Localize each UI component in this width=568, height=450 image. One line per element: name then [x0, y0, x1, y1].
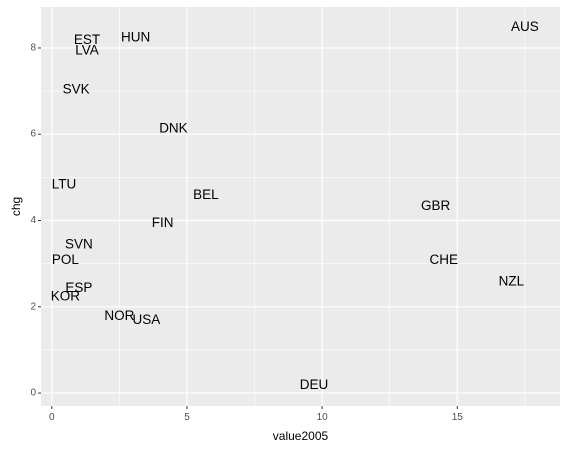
- x-tick-label: 5: [184, 412, 190, 423]
- x-axis-title: value2005: [273, 429, 329, 443]
- point-label-pol: POL: [52, 252, 80, 267]
- point-label-hun: HUN: [121, 30, 150, 45]
- y-tick-label: 0: [30, 388, 36, 399]
- plot-panel: [41, 7, 560, 406]
- point-label-lva: LVA: [75, 43, 99, 58]
- major-gridlines: [41, 7, 560, 406]
- x-tick-label: 15: [452, 412, 464, 423]
- x-tick-label: 10: [317, 412, 329, 423]
- point-label-che: CHE: [430, 252, 459, 267]
- point-label-svn: SVN: [65, 237, 93, 252]
- point-label-nzl: NZL: [499, 273, 525, 288]
- point-label-dnk: DNK: [159, 120, 188, 135]
- point-label-aus: AUS: [511, 19, 539, 34]
- y-axis-title: chg: [9, 197, 23, 216]
- point-label-gbr: GBR: [421, 198, 451, 213]
- x-tick-label: 0: [49, 412, 55, 423]
- point-label-kor: KOR: [51, 289, 81, 304]
- y-tick-label: 6: [30, 129, 36, 140]
- point-label-deu: DEU: [300, 377, 329, 392]
- y-axis: 0 2 4 6 8: [30, 42, 41, 399]
- minor-gridlines: [41, 7, 560, 406]
- point-label-esp: ESP: [65, 280, 92, 295]
- point-label-fin: FIN: [152, 215, 174, 230]
- y-tick-label: 2: [30, 301, 36, 312]
- point-label-ltu: LTU: [52, 176, 77, 191]
- point-label-usa: USA: [133, 312, 161, 327]
- point-label-est: EST: [74, 32, 100, 47]
- point-label-bel: BEL: [193, 187, 219, 202]
- x-axis: 0 5 10 15: [49, 406, 463, 423]
- point-label-nor: NOR: [104, 308, 134, 323]
- point-label-svk: SVK: [63, 81, 90, 96]
- y-tick-label: 8: [30, 42, 36, 53]
- y-tick-label: 4: [30, 215, 36, 226]
